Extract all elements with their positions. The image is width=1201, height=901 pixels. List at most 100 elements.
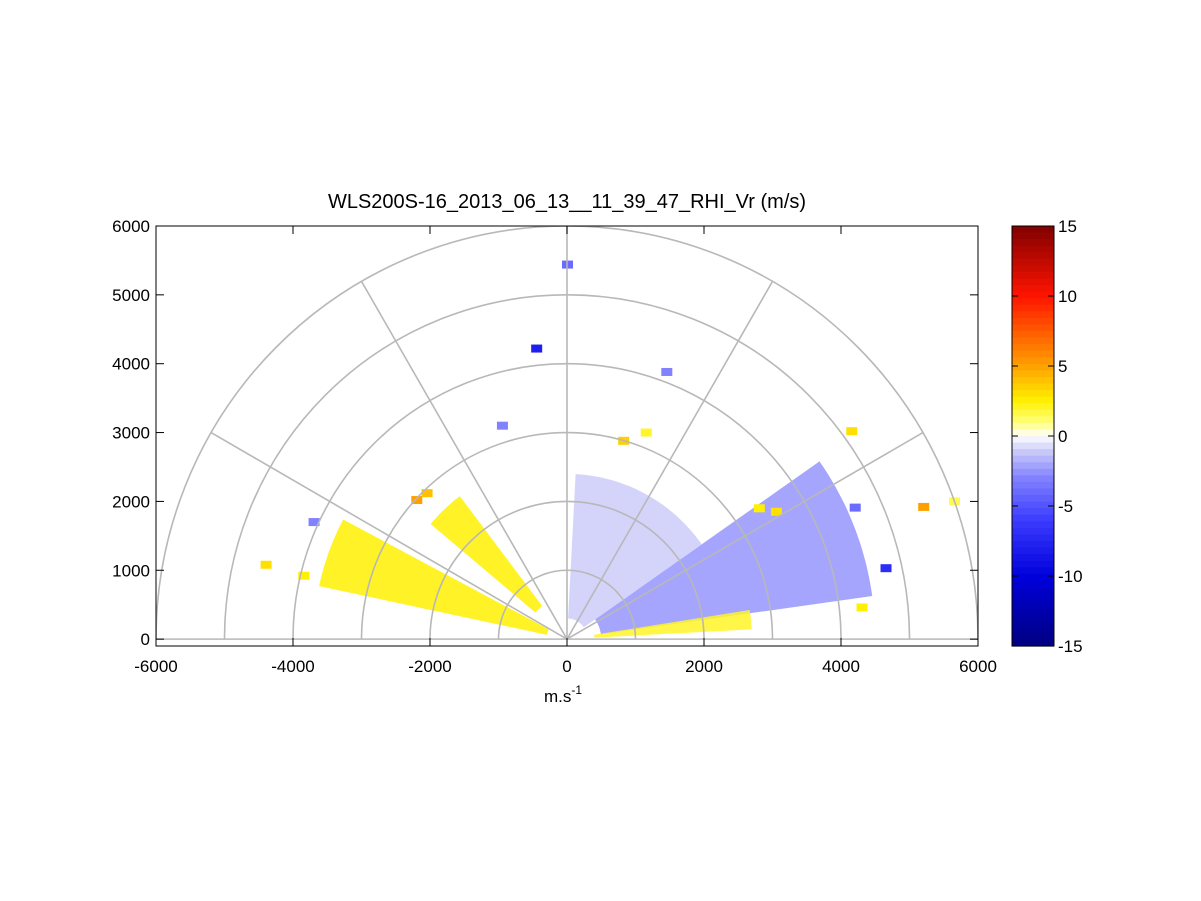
- polar-grid: [156, 226, 978, 640]
- velocity-pixel: [856, 603, 868, 612]
- colorbar-cell: [1012, 468, 1054, 476]
- x-axis: -6000 -4000 -2000 0 2000 4000 6000: [134, 226, 997, 676]
- colorbar-tick-label: -15: [1058, 637, 1083, 656]
- colorbar-cell: [1012, 521, 1054, 529]
- colorbar-cell: [1012, 331, 1054, 339]
- velocity-sector: [595, 461, 873, 635]
- velocity-sector: [319, 519, 549, 635]
- colorbar-cell: [1012, 639, 1054, 647]
- velocity-pixel: [298, 571, 310, 580]
- y-tick-label: 2000: [112, 492, 150, 511]
- velocity-pixel: [918, 502, 930, 511]
- colorbar-cell: [1012, 416, 1054, 424]
- velocity-pixel: [531, 344, 543, 353]
- y-tick-label: 3000: [112, 424, 150, 443]
- x-tick-label: -2000: [408, 657, 451, 676]
- colorbar-cell: [1012, 514, 1054, 522]
- x-tick-label: -4000: [271, 657, 314, 676]
- colorbar-cell: [1012, 344, 1054, 352]
- colorbar-cell: [1012, 488, 1054, 496]
- colorbar-cell: [1012, 632, 1054, 641]
- velocity-pixel: [260, 560, 272, 569]
- velocity-pixel: [411, 496, 423, 505]
- velocity-pixel: [849, 503, 861, 512]
- colorbar: 15 10 5 0 -5 -10 -15: [1011, 217, 1083, 656]
- azimuth-spoke: [566, 280, 774, 640]
- colorbar-cell: [1012, 501, 1054, 509]
- colorbar-cell: [1012, 239, 1054, 247]
- colorbar-cell: [1012, 593, 1054, 601]
- colorbar-cell: [1012, 600, 1054, 608]
- colorbar-cell: [1012, 560, 1054, 568]
- x-tick-label: 2000: [685, 657, 723, 676]
- colorbar-cell: [1012, 586, 1054, 595]
- colorbar-cell: [1012, 449, 1054, 457]
- colorbar-tick-label: -10: [1058, 567, 1083, 586]
- colorbar-cell: [1012, 534, 1054, 542]
- y-tick-label: 5000: [112, 286, 150, 305]
- velocity-pixel: [846, 427, 858, 436]
- x-tick-label: 4000: [822, 657, 860, 676]
- colorbar-cell: [1012, 396, 1054, 404]
- chart-title: WLS200S-16_2013_06_13__11_39_47_RHI_Vr (…: [328, 191, 806, 213]
- velocity-pixel: [308, 518, 320, 527]
- colorbar-tick-label: 0: [1058, 427, 1067, 446]
- colorbar-cell: [1012, 626, 1054, 634]
- colorbar-cell: [1012, 462, 1054, 470]
- velocity-sector: [594, 610, 752, 638]
- colorbar-cell: [1012, 291, 1054, 299]
- colorbar-cell: [1012, 232, 1054, 240]
- y-axis: 0 1000 2000 3000 4000 5000 6000: [112, 217, 978, 649]
- colorbar-cell: [1012, 580, 1054, 588]
- colorbar-cell: [1012, 527, 1054, 536]
- colorbar-cell: [1012, 271, 1054, 280]
- colorbar-cell: [1012, 541, 1054, 549]
- azimuth-spoke: [360, 280, 568, 640]
- colorbar-cell: [1012, 252, 1054, 260]
- velocity-pixel: [421, 489, 433, 498]
- colorbar-cell: [1012, 442, 1054, 450]
- velocity-field: [260, 260, 961, 638]
- colorbar-cell: [1012, 226, 1054, 234]
- colorbar-cell: [1012, 357, 1054, 365]
- y-tick-label: 1000: [112, 561, 150, 580]
- x-axis-label: m.s-1: [544, 683, 582, 706]
- velocity-pixel: [770, 507, 782, 516]
- colorbar-cell: [1012, 317, 1054, 326]
- colorbar-cell: [1012, 403, 1054, 411]
- azimuth-spoke: [210, 431, 568, 640]
- velocity-pixel: [496, 421, 508, 430]
- colorbar-tick-label: 15: [1058, 217, 1077, 236]
- x-tick-label: 0: [562, 657, 571, 676]
- velocity-sector: [430, 496, 543, 613]
- colorbar-cell: [1012, 554, 1054, 562]
- velocity-sector: [568, 474, 702, 628]
- colorbar-cell: [1012, 376, 1054, 385]
- colorbar-cell: [1012, 573, 1054, 581]
- colorbar-cell: [1012, 324, 1054, 332]
- colorbar-cell: [1012, 285, 1054, 293]
- colorbar-cell: [1012, 475, 1054, 483]
- velocity-pixel: [753, 504, 765, 513]
- x-axis-label-base: m.s: [544, 687, 571, 706]
- velocity-pixel: [640, 428, 652, 437]
- x-tick-label: 6000: [959, 657, 997, 676]
- colorbar-cell: [1012, 481, 1054, 490]
- colorbar-tick-label: 10: [1058, 287, 1077, 306]
- y-tick-label: 0: [141, 630, 150, 649]
- colorbar-tick-label: -5: [1058, 497, 1073, 516]
- velocity-pixel: [661, 367, 673, 376]
- colorbar-cell: [1012, 390, 1054, 398]
- colorbar-cell: [1012, 606, 1054, 614]
- colorbar-cell: [1012, 422, 1054, 431]
- colorbar-cell: [1012, 311, 1054, 319]
- colorbar-tick-label: 5: [1058, 357, 1067, 376]
- colorbar-cell: [1012, 278, 1054, 286]
- colorbar-cell: [1012, 245, 1054, 253]
- x-axis-label-exponent: -1: [571, 683, 582, 697]
- x-tick-label: -6000: [134, 657, 177, 676]
- colorbar-cell: [1012, 298, 1054, 306]
- colorbar-cell: [1012, 337, 1054, 345]
- colorbar-cell: [1012, 455, 1054, 463]
